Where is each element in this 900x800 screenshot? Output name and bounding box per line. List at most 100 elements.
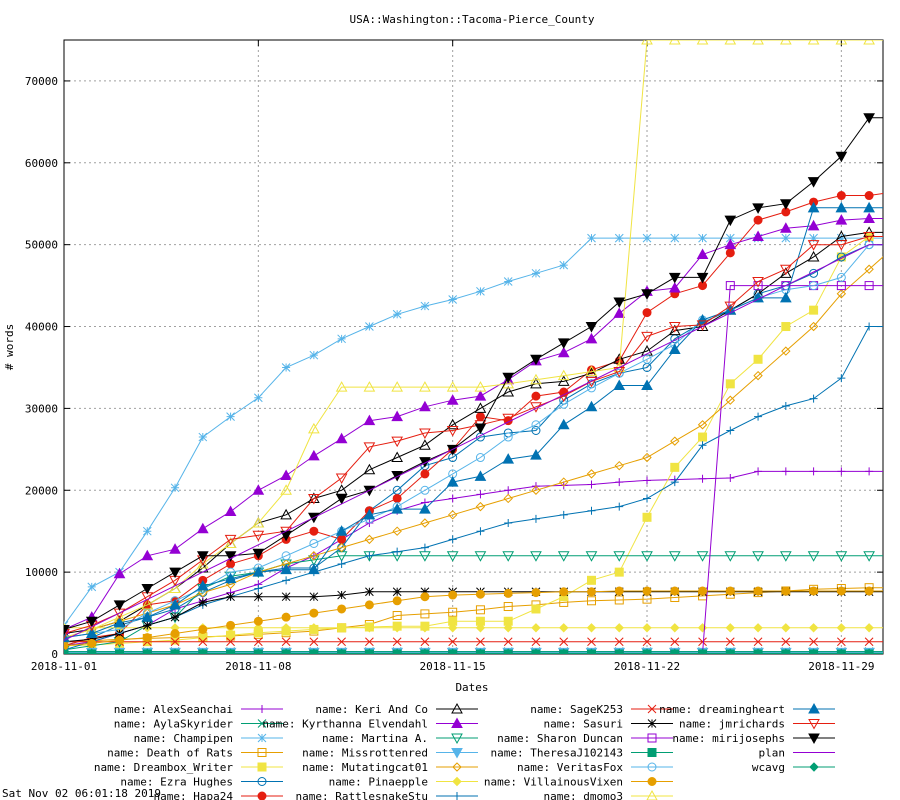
data-point <box>392 648 402 654</box>
data-point <box>725 623 736 633</box>
legend-marker <box>451 733 463 745</box>
data-point <box>363 414 376 426</box>
data-point <box>447 510 458 520</box>
legend-label: plan <box>759 747 786 760</box>
data-point <box>337 334 346 344</box>
data-point <box>613 297 626 309</box>
legend-entry: name: Hapa24 <box>154 790 283 800</box>
x-tick-label: 2018-11-08 <box>225 660 291 673</box>
data-point <box>476 637 485 647</box>
data-point <box>835 551 848 562</box>
data-point <box>725 395 736 405</box>
data-point <box>808 623 819 633</box>
data-point <box>502 377 515 389</box>
data-point <box>448 494 457 503</box>
data-point <box>85 627 98 639</box>
legend-marker <box>258 705 266 713</box>
data-point <box>670 637 680 647</box>
data-point <box>724 551 737 562</box>
data-point <box>807 250 820 262</box>
legend-label: name: Keri And Co <box>315 703 428 716</box>
data-point <box>557 418 570 430</box>
data-point <box>614 460 624 471</box>
data-point <box>253 592 263 602</box>
data-point <box>281 551 291 561</box>
data-point <box>615 502 624 511</box>
data-point <box>837 637 846 647</box>
data-point <box>835 214 848 225</box>
data-point <box>196 522 209 534</box>
data-point <box>87 582 97 592</box>
legend-entry: name: TheresaJ102143 <box>491 747 673 760</box>
data-point <box>309 350 319 360</box>
data-point <box>807 551 820 562</box>
data-point <box>281 648 291 654</box>
data-point <box>392 587 402 597</box>
legend-marker <box>452 762 462 772</box>
data-point <box>808 648 819 654</box>
data-point <box>559 587 569 597</box>
data-point <box>198 432 208 442</box>
data-point <box>725 379 735 389</box>
data-point <box>863 212 875 223</box>
data-point <box>253 637 263 647</box>
data-point <box>336 648 347 654</box>
data-point <box>224 572 237 584</box>
data-point <box>391 381 404 392</box>
data-point <box>585 332 598 344</box>
y-tick-label: 0 <box>51 648 58 661</box>
data-point <box>779 551 792 562</box>
data-point <box>391 436 404 448</box>
data-point <box>559 623 569 633</box>
data-point <box>530 354 542 366</box>
series-25 <box>64 648 883 654</box>
data-point <box>863 40 875 45</box>
data-point <box>309 592 319 602</box>
data-point <box>282 576 291 585</box>
data-point <box>476 286 485 296</box>
data-point <box>642 623 652 633</box>
legend-label: name: jmrichards <box>679 718 785 731</box>
data-point <box>419 400 431 412</box>
data-point <box>752 551 764 562</box>
data-point <box>641 40 653 45</box>
data-point <box>779 199 792 210</box>
data-point <box>224 505 237 517</box>
y-tick-label: 50000 <box>25 239 58 252</box>
data-point <box>643 476 652 485</box>
data-point <box>252 566 265 577</box>
legend-marker <box>451 717 463 728</box>
data-point <box>113 616 126 628</box>
data-point <box>446 476 459 487</box>
data-point <box>808 321 819 332</box>
data-point <box>392 596 402 606</box>
data-point <box>474 390 487 401</box>
data-point <box>642 586 652 596</box>
data-point <box>809 281 819 291</box>
series-19 <box>64 586 883 651</box>
data-point <box>642 637 652 647</box>
data-point <box>668 40 681 45</box>
legend-entry: name: jmrichards <box>679 718 835 731</box>
x-tick-label: 2018-11-22 <box>614 660 680 673</box>
legend-marker <box>808 733 820 745</box>
data-point <box>698 586 708 596</box>
data-point <box>475 623 486 633</box>
data-point <box>281 612 291 622</box>
data-point <box>697 648 708 654</box>
legend-label: name: Ezra Hughes <box>120 776 233 789</box>
data-point <box>559 260 569 270</box>
legend-entry: name: VeritasFox <box>517 761 673 774</box>
data-point <box>87 638 97 648</box>
data-point <box>614 233 624 243</box>
data-point <box>363 508 376 520</box>
data-point <box>364 648 375 654</box>
data-point <box>641 289 653 300</box>
data-point <box>586 575 596 585</box>
data-point <box>530 551 542 562</box>
data-point <box>419 503 431 514</box>
data-point <box>865 322 874 331</box>
legend-label: name: Hapa24 <box>154 790 234 800</box>
data-point <box>308 493 320 505</box>
data-point <box>725 233 735 243</box>
